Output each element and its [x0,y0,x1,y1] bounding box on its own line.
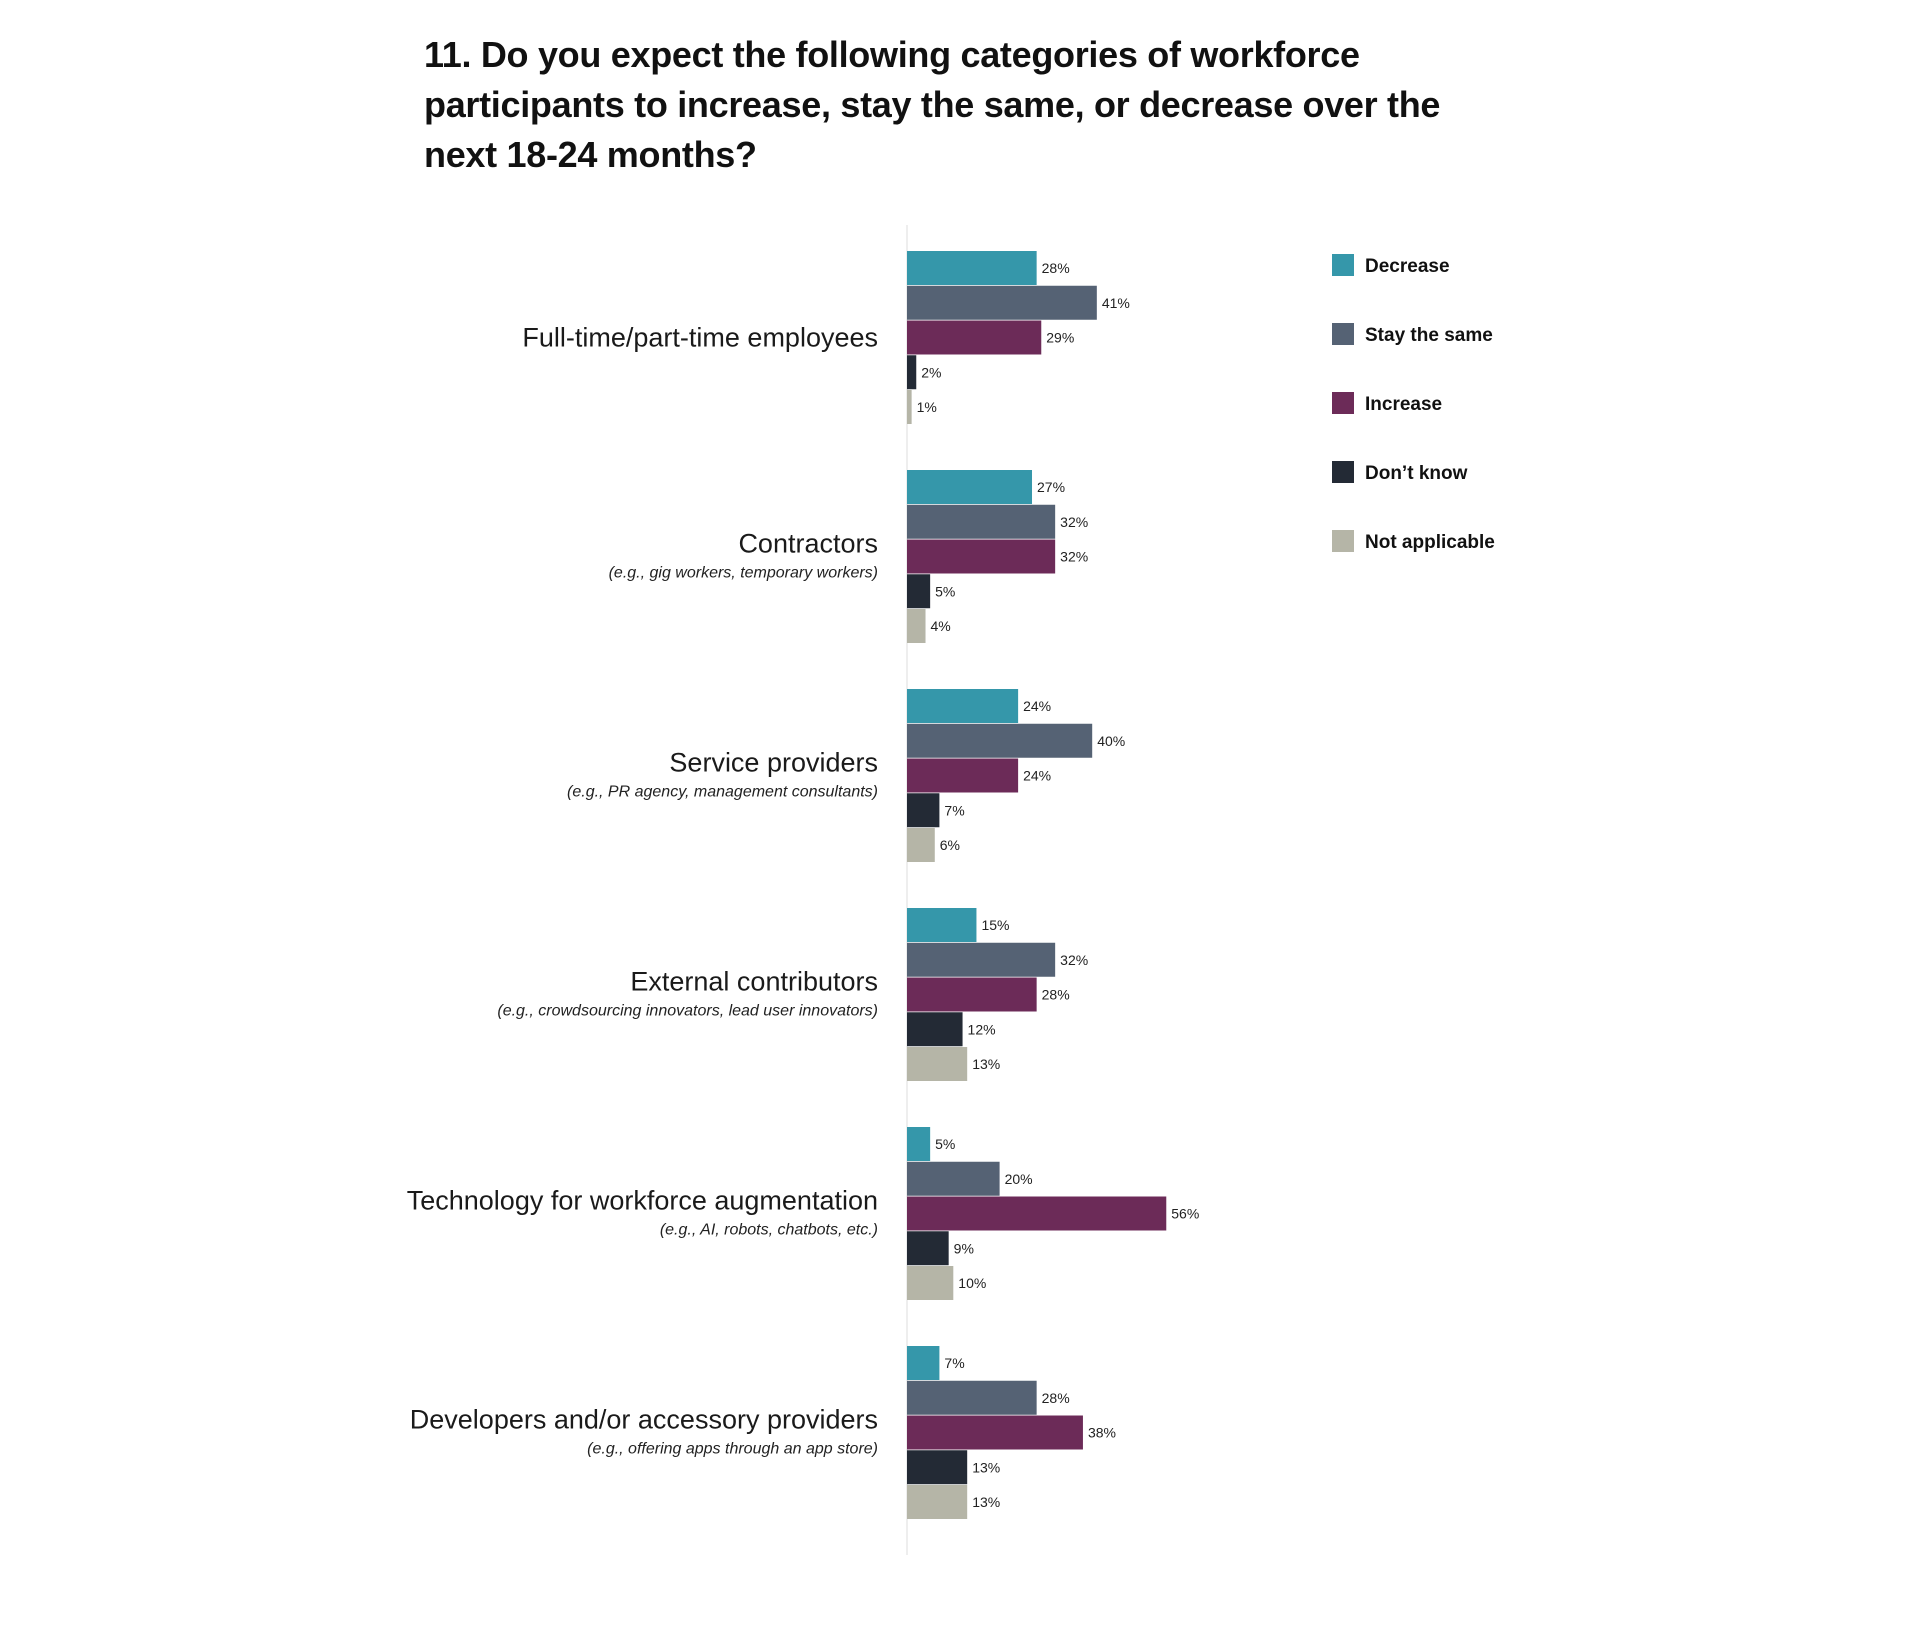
category-label: Service providers [669,748,878,778]
data-label: 12% [968,1021,996,1037]
data-label: 28% [1042,260,1070,276]
bar [907,689,1019,723]
bar [907,908,977,942]
legend-swatch [1332,461,1354,483]
bar [907,1047,968,1081]
data-label: 13% [972,1056,1000,1072]
legend-label: Don’t know [1365,463,1468,484]
data-label: 5% [935,1136,955,1152]
category-sublabel: (e.g., gig workers, temporary workers) [609,565,878,582]
data-label: 24% [1023,698,1051,714]
legend-label: Decrease [1365,256,1450,277]
bar [907,470,1033,504]
category-sublabel: (e.g., crowdsourcing innovators, lead us… [497,1003,878,1020]
category-sublabel: (e.g., offering apps through an app stor… [587,1441,878,1458]
bar [907,1012,963,1047]
category-label: External contributors [630,967,878,997]
bar [907,1196,1167,1231]
data-label: 28% [1042,987,1070,1003]
chart-title: 11. Do you expect the following categori… [424,34,1441,175]
category-sublabel: (e.g., PR agency, management consultants… [567,784,878,801]
data-label: 41% [1102,295,1130,311]
category-labels: Full-time/part-time employees Contractors… [407,323,878,1458]
bar [907,793,940,828]
bar [907,758,1019,793]
data-label: 13% [972,1459,1000,1475]
legend-swatch [1332,254,1354,276]
category-label: Developers and/or accessory providers [410,1405,878,1435]
data-label: 1% [917,399,937,415]
category-label: Contractors [738,529,878,559]
bar [907,285,1097,320]
bar [907,1415,1083,1450]
bar [907,1485,968,1519]
bar [907,1266,954,1300]
data-label: 56% [1171,1206,1199,1222]
data-label: 40% [1097,733,1125,749]
bar [907,1346,940,1380]
data-label: 24% [1023,768,1051,784]
bar [907,320,1042,355]
data-label: 28% [1042,1390,1070,1406]
data-label: 4% [931,618,951,634]
data-label: 13% [972,1494,1000,1510]
data-label: 20% [1005,1171,1033,1187]
data-label: 15% [981,917,1009,933]
data-label: 32% [1060,514,1088,530]
category-sublabel: (e.g., AI, robots, chatbots, etc.) [660,1222,878,1239]
bar [907,1450,968,1485]
legend-swatch [1332,392,1354,414]
data-label: 10% [958,1275,986,1291]
bars-layer: 28% 41% 29% 2% 1% 27% 32% 32% 5% 4% 24% 40% 24% 7% 6% 1… [907,251,1199,1519]
data-label: 5% [935,583,955,599]
bar [907,1161,1000,1196]
bar [907,251,1037,285]
data-label: 32% [1060,549,1088,565]
data-label: 7% [944,802,964,818]
data-label: 29% [1046,330,1074,346]
legend-label: Not applicable [1365,532,1495,553]
bar [907,977,1037,1012]
bar [907,574,931,609]
bar [907,1380,1037,1415]
bar [907,723,1093,758]
data-label: 32% [1060,952,1088,968]
category-label: Full-time/part-time employees [522,323,878,353]
bar [907,942,1056,977]
bar [907,1231,949,1266]
category-label: Technology for workforce augmentation [407,1186,878,1216]
bar [907,390,912,424]
data-label: 38% [1088,1425,1116,1441]
data-label: 6% [940,837,960,853]
legend: Decrease Stay the same Increase Don’t know N… [1332,254,1495,553]
bar [907,504,1056,539]
data-label: 27% [1037,479,1065,495]
legend-swatch [1332,530,1354,552]
data-label: 7% [944,1355,964,1371]
bar [907,609,926,643]
bar [907,828,935,862]
legend-swatch [1332,323,1354,345]
data-label: 9% [954,1240,974,1256]
legend-label: Stay the same [1365,325,1493,346]
bar [907,539,1056,574]
legend-label: Increase [1365,394,1442,415]
data-label: 2% [921,364,941,380]
bar [907,1127,931,1161]
bar [907,355,917,390]
